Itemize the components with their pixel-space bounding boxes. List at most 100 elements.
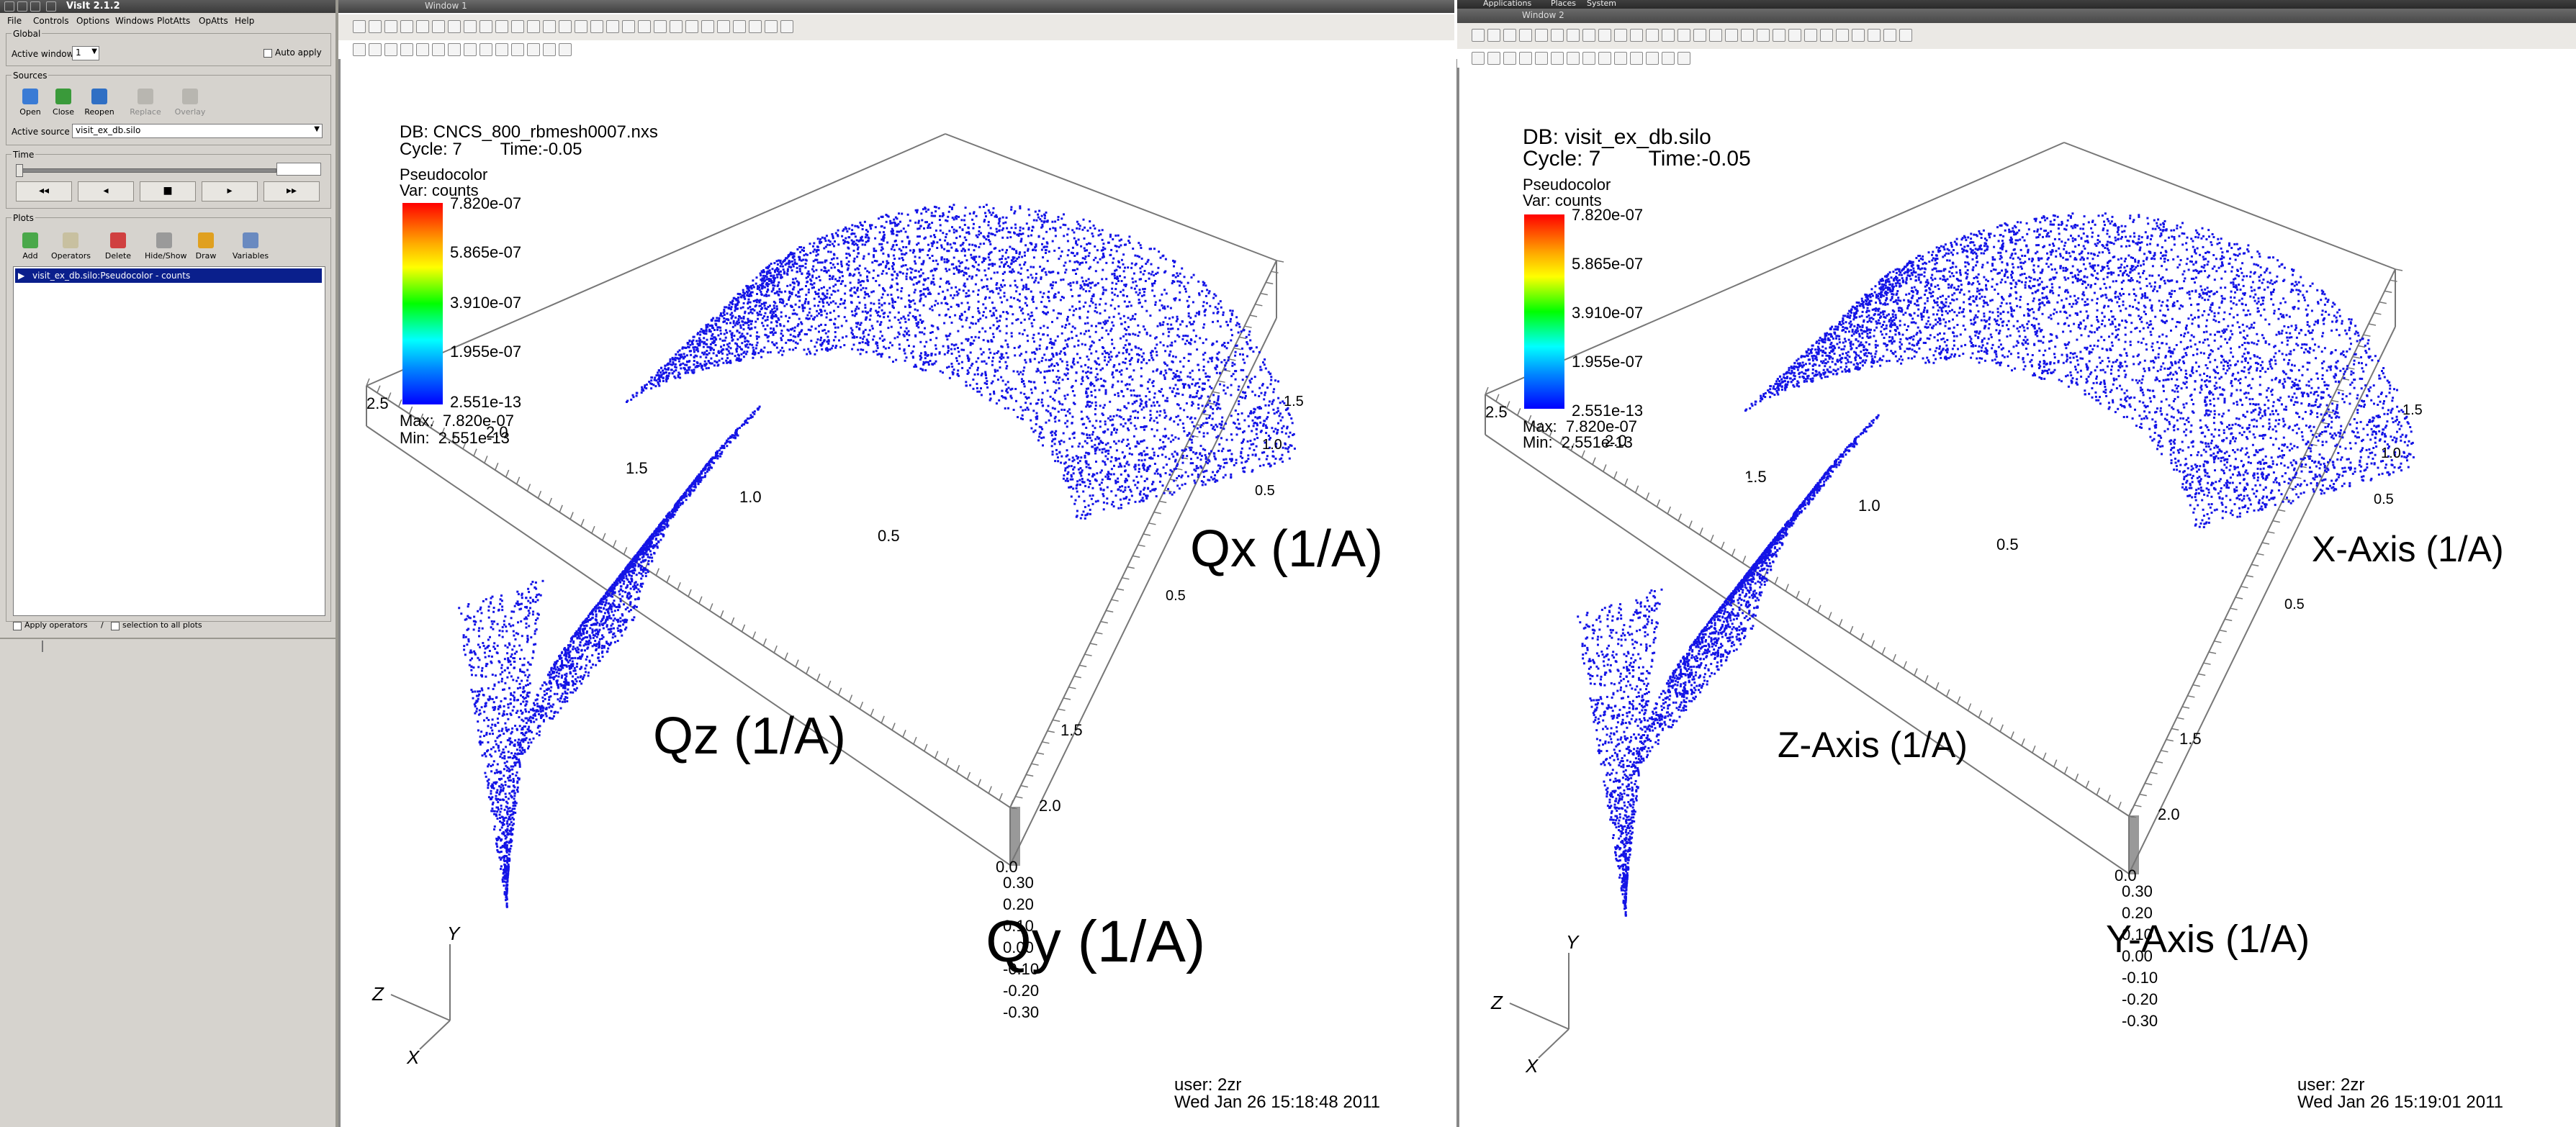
window-menu-icon[interactable]: [4, 1, 14, 12]
operators-button[interactable]: Operators: [51, 229, 91, 263]
toolbar-tool-icon[interactable]: [479, 20, 492, 33]
time-slider[interactable]: [16, 168, 276, 173]
time-slider-handle[interactable]: [16, 164, 23, 177]
toolbar-tool-icon[interactable]: [559, 43, 572, 56]
data-point: [701, 368, 704, 371]
draw-button[interactable]: Draw: [189, 229, 223, 263]
toolbar-tool-icon[interactable]: [448, 43, 461, 56]
splitter-handle[interactable]: [42, 641, 43, 652]
active-window-select[interactable]: 1 ▼: [72, 46, 99, 60]
toolbar-tool-icon[interactable]: [543, 20, 556, 33]
window-1-canvas[interactable]: 2.5 2.0 1.5 1.0 0.5 2.0 1.5 0.0 1.5 1.0 0.5 0.5 0.30…: [338, 59, 1459, 1127]
reopen-button[interactable]: Reopen: [82, 85, 117, 119]
axis-tick: [408, 406, 413, 415]
data-point: [1212, 478, 1215, 481]
toolbar-tool-icon[interactable]: [575, 20, 587, 33]
toolbar-tool-icon[interactable]: [448, 20, 461, 33]
play-button[interactable]: ▸: [202, 181, 258, 202]
toolbar-tool-icon[interactable]: [543, 43, 556, 56]
control-panel-titlebar[interactable]: VisIt 2.1.2: [0, 0, 335, 13]
variables-button[interactable]: Variables: [233, 229, 269, 263]
toolbar-tool-icon[interactable]: [353, 43, 366, 56]
toolbar-tool-icon[interactable]: [780, 20, 793, 33]
toolbar-tool-icon[interactable]: [622, 20, 635, 33]
data-point: [1197, 476, 1199, 479]
skip-back-button[interactable]: ◂◂: [16, 181, 72, 202]
menu-options[interactable]: Options: [76, 16, 110, 26]
active-source-select[interactable]: visit_ex_db.silo ▼: [72, 124, 323, 138]
window-1-plot-svg[interactable]: 2.52.01.51.00.52.01.50.01.51.00.50.50.30…: [341, 59, 1452, 1127]
expand-arrow-icon[interactable]: ▶: [18, 271, 25, 281]
toolbar-tool-icon[interactable]: [369, 20, 382, 33]
toolbar-tool-icon[interactable]: [400, 20, 413, 33]
time-state-field[interactable]: [276, 163, 321, 176]
toolbar-tool-icon[interactable]: [701, 20, 714, 33]
toolbar-tool-icon[interactable]: [559, 20, 572, 33]
open-button[interactable]: Open: [13, 85, 48, 119]
close-button[interactable]: Close: [46, 85, 81, 119]
window-1-titlebar[interactable]: Window 1: [338, 0, 1454, 13]
add-plot-button[interactable]: Add: [13, 229, 48, 263]
hide-show-button[interactable]: Hide/Show: [145, 229, 186, 263]
toolbar-tool-icon[interactable]: [733, 20, 746, 33]
data-point: [1088, 466, 1091, 469]
menu-file[interactable]: File: [7, 16, 22, 26]
plot-list-item[interactable]: ▶ visit_ex_db.silo:Pseudocolor - counts: [15, 268, 322, 283]
data-point: [742, 356, 745, 358]
data-point: [1001, 255, 1004, 258]
toolbar-tool-icon[interactable]: [685, 20, 698, 33]
reverse-button[interactable]: ◂: [78, 181, 134, 202]
toolbar-tool-icon[interactable]: [432, 20, 445, 33]
toolbar-tool-icon[interactable]: [384, 20, 397, 33]
toolbar-tool-icon[interactable]: [765, 20, 778, 33]
toolbar-tool-icon[interactable]: [749, 20, 762, 33]
toolbar-tool-icon[interactable]: [416, 43, 429, 56]
toolbar-tool-icon[interactable]: [511, 43, 524, 56]
toolbar-tool-icon[interactable]: [495, 43, 508, 56]
data-point: [752, 308, 755, 311]
toolbar-tool-icon[interactable]: [479, 43, 492, 56]
data-point: [958, 260, 960, 263]
menu-help[interactable]: Help: [235, 16, 255, 26]
toolbar-tool-icon[interactable]: [527, 43, 540, 56]
delete-plot-button[interactable]: Delete: [101, 229, 135, 263]
apply-selection-checkbox[interactable]: [111, 622, 120, 630]
toolbar-tool-icon[interactable]: [432, 43, 445, 56]
menu-controls[interactable]: Controls: [33, 16, 69, 26]
menu-opatts[interactable]: OpAtts: [199, 16, 228, 26]
toolbar-tool-icon[interactable]: [606, 20, 619, 33]
replace-button[interactable]: Replace: [128, 85, 163, 119]
maximize-icon[interactable]: [30, 1, 40, 12]
overlay-button[interactable]: Overlay: [173, 85, 207, 119]
toolbar-tool-icon[interactable]: [353, 20, 366, 33]
close-icon[interactable]: [46, 1, 56, 12]
toolbar-tool-icon[interactable]: [670, 20, 683, 33]
toolbar-tool-icon[interactable]: [369, 43, 382, 56]
data-point: [1111, 287, 1114, 290]
auto-apply-checkbox[interactable]: [264, 49, 272, 58]
data-point: [600, 610, 603, 613]
skip-forward-button[interactable]: ▸▸: [264, 181, 320, 202]
toolbar-tool-icon[interactable]: [495, 20, 508, 33]
toolbar-tool-icon[interactable]: [511, 20, 524, 33]
minimize-icon[interactable]: [17, 1, 27, 12]
apply-operators-checkbox[interactable]: [13, 622, 22, 630]
toolbar-tool-icon[interactable]: [527, 20, 540, 33]
menu-windows[interactable]: Windows: [115, 16, 154, 26]
menu-plotatts[interactable]: PlotAtts: [157, 16, 191, 26]
toolbar-tool-icon[interactable]: [464, 20, 477, 33]
toolbar-tool-icon[interactable]: [384, 43, 397, 56]
toolbar-tool-icon[interactable]: [717, 20, 730, 33]
toolbar-tool-icon[interactable]: [464, 43, 477, 56]
data-point: [1195, 312, 1198, 314]
data-point: [796, 325, 799, 327]
data-point: [1131, 317, 1134, 320]
plot-list[interactable]: ▶ visit_ex_db.silo:Pseudocolor - counts: [13, 266, 325, 616]
toolbar-tool-icon[interactable]: [590, 20, 603, 33]
stop-button[interactable]: ■: [140, 181, 196, 202]
data-point: [1081, 379, 1084, 382]
toolbar-tool-icon[interactable]: [416, 20, 429, 33]
toolbar-tool-icon[interactable]: [638, 20, 651, 33]
toolbar-tool-icon[interactable]: [654, 20, 667, 33]
toolbar-tool-icon[interactable]: [400, 43, 413, 56]
